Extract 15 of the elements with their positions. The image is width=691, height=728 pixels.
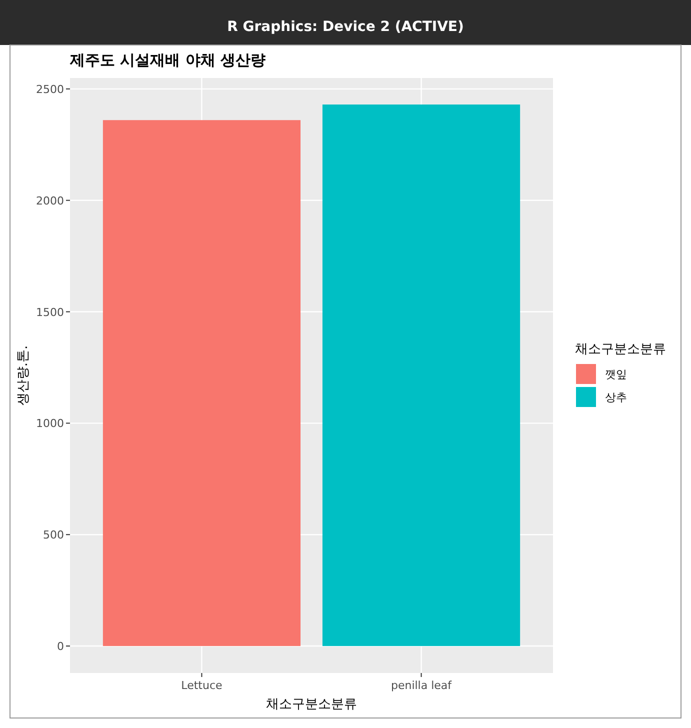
y-tick-label: 1500 — [36, 306, 64, 319]
x-tick-label: penilla leaf — [390, 679, 453, 692]
x-tick-label: Lettuce — [181, 679, 223, 692]
legend-title: 채소구분소분류 — [575, 342, 666, 357]
legend-label: 깻잎 — [605, 368, 627, 381]
y-tick-label: 500 — [43, 528, 64, 542]
legend-label: 상추 — [605, 391, 627, 404]
y-tick-label: 0 — [57, 640, 64, 654]
x-axis-title: 채소구분소분류 — [266, 697, 357, 712]
y-tick-label: 2500 — [36, 82, 64, 96]
y-axis-title: 생산량.톤. — [16, 345, 31, 406]
y-tick-label: 1000 — [36, 417, 64, 430]
y-tick-label: 2000 — [36, 194, 64, 208]
chart-title: 제주도 시설재배 야채 생산량 — [69, 51, 266, 69]
text: R Graphics: Device 2 (ACTIVE) — [227, 19, 464, 35]
